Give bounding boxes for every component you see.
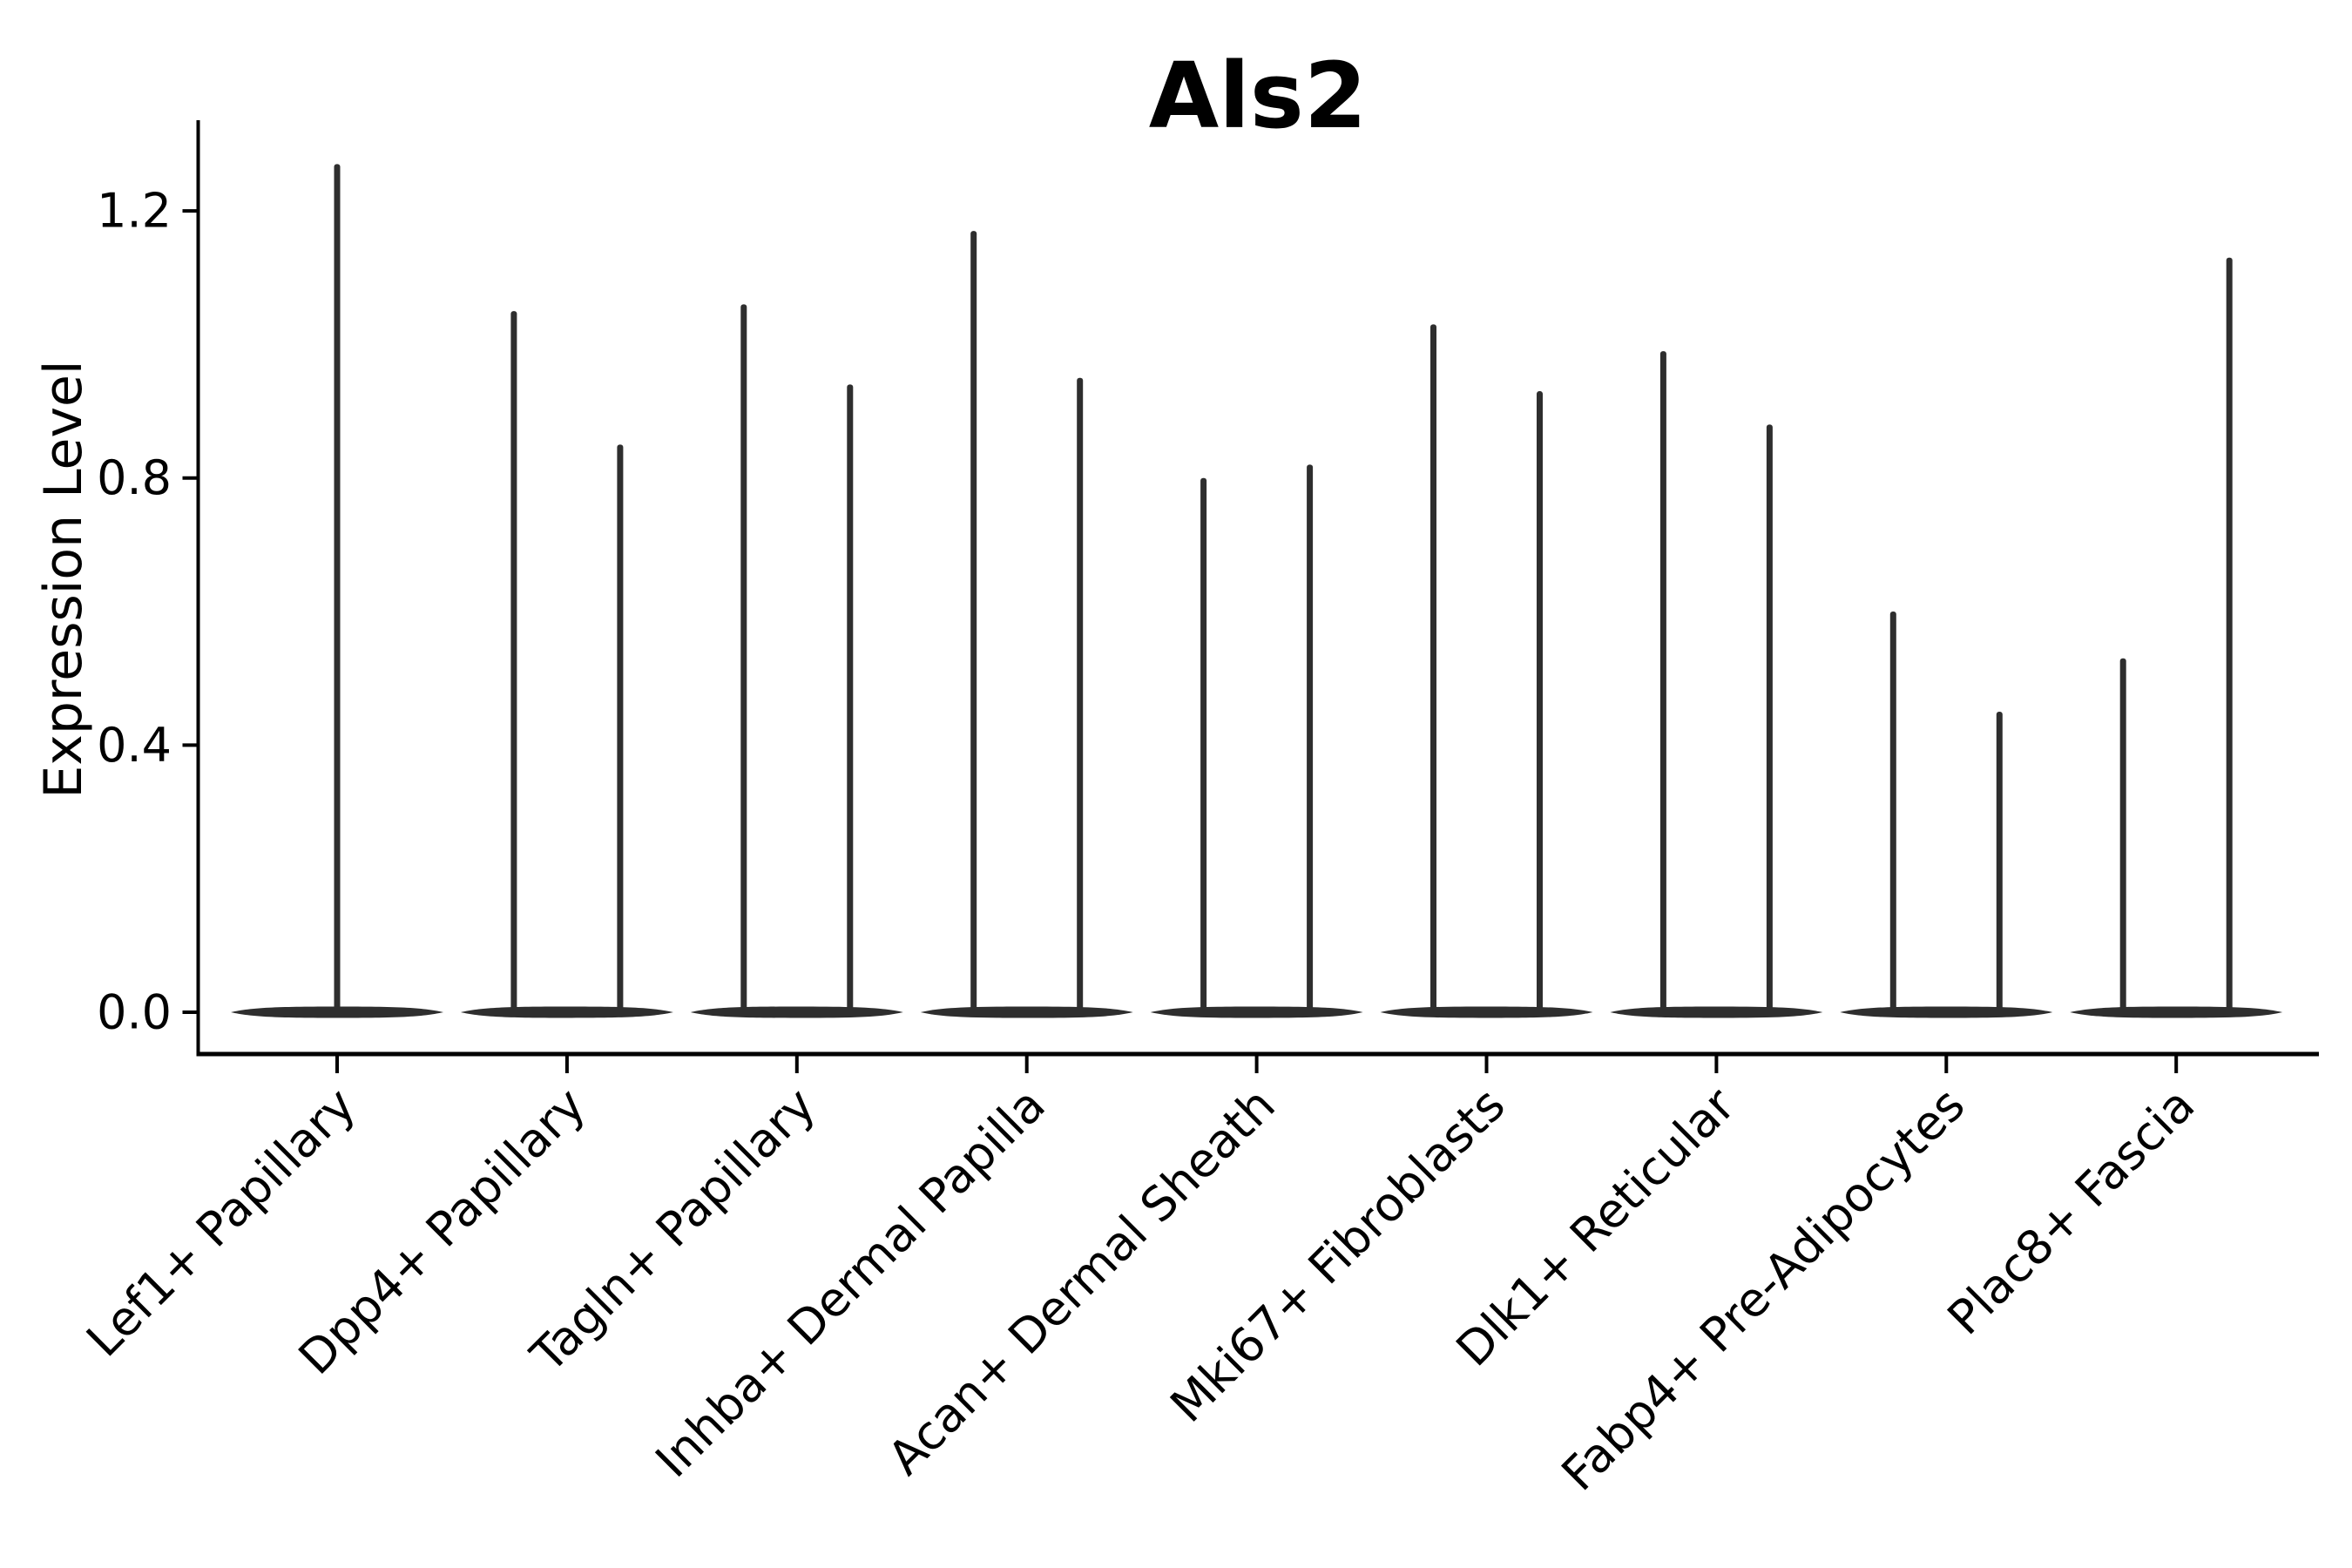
violin-spike xyxy=(740,304,747,1012)
y-tick-label: 0.0 xyxy=(97,985,172,1040)
violin-spike xyxy=(847,384,854,1012)
violin-body xyxy=(1840,1006,2053,1018)
violin-body xyxy=(1150,1006,1363,1018)
violin-spike xyxy=(1659,351,1666,1012)
violin-spike xyxy=(617,444,624,1012)
violin-spike xyxy=(1307,464,1314,1012)
x-axis-category-label: Plac8+ Fascia xyxy=(1937,1078,2206,1346)
x-axis-category-label: Acan+ Dermal Sheath xyxy=(877,1078,1285,1485)
violin-spike xyxy=(970,231,977,1012)
y-tick-label: 0.8 xyxy=(97,450,172,505)
violin-spike xyxy=(2119,658,2126,1012)
violin-body xyxy=(2070,1006,2283,1018)
violin-spike xyxy=(1537,391,1543,1012)
violin-spike xyxy=(1766,424,1773,1013)
violin-spike xyxy=(1889,612,1896,1012)
violin-body xyxy=(460,1006,673,1018)
violin-spike xyxy=(2226,257,2233,1012)
violin-spike xyxy=(510,311,517,1012)
violin-body xyxy=(1610,1006,1823,1018)
violin-body xyxy=(690,1006,903,1018)
violin-spike xyxy=(334,164,341,1013)
violin-body xyxy=(1380,1006,1593,1018)
violin-body xyxy=(920,1006,1133,1018)
violin-spike xyxy=(1200,477,1207,1012)
y-tick-label: 0.4 xyxy=(97,718,172,773)
x-axis-category-label: Fabp4+ Pre-Adipocytes xyxy=(1551,1078,1976,1502)
violin-spike xyxy=(1430,324,1436,1013)
x-axis-category-label: Inhba+ Dermal Papilla xyxy=(645,1078,1055,1488)
y-tick-label: 1.2 xyxy=(97,184,172,239)
violin-spike xyxy=(1077,377,1084,1013)
violin-spike xyxy=(1996,712,2003,1012)
plot-title: Als2 xyxy=(1148,43,1368,149)
